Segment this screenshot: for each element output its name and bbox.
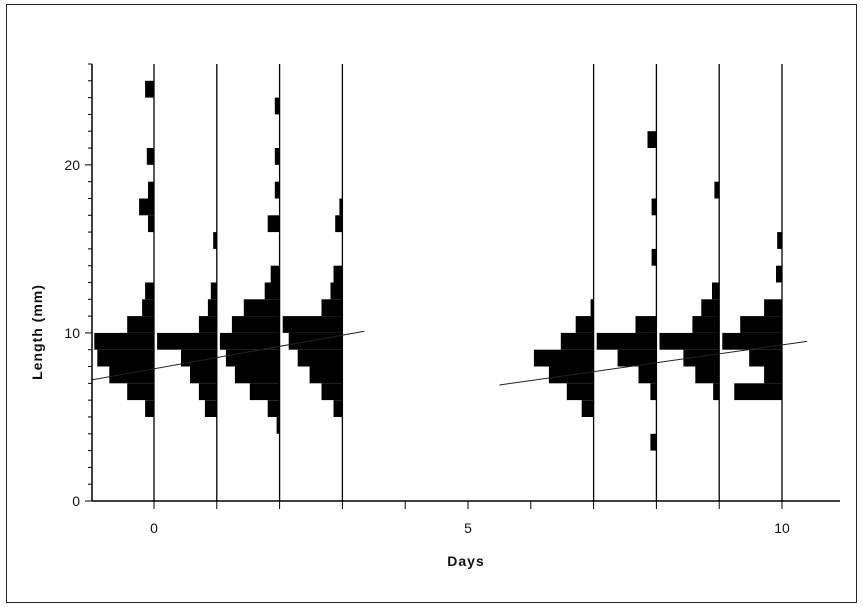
histogram-bar-day0: [97, 349, 154, 367]
histogram-bar-day8: [635, 316, 657, 333]
histogram-bar-day7: [533, 349, 594, 367]
histogram-bar-day2: [276, 417, 280, 434]
histogram-bar-day2: [267, 400, 280, 417]
x-tick-label: 10: [774, 520, 790, 536]
histogram-bar-day2: [274, 97, 280, 115]
histogram-bar-day2: [267, 215, 280, 233]
histogram-bar-day10: [749, 349, 782, 367]
histogram-bar-day8: [650, 383, 657, 401]
histogram-bar-day3: [288, 332, 343, 350]
histogram-bar-day0: [139, 198, 154, 216]
histogram-bar-day9: [692, 316, 720, 333]
histogram-bar-day2: [219, 332, 280, 350]
y-tick-label: 20: [64, 157, 80, 173]
histogram-bar-day10: [764, 366, 782, 384]
histogram-bar-day9: [714, 181, 720, 199]
histogram-bar-day9: [695, 366, 720, 384]
histogram-bar-day0: [146, 148, 154, 165]
histogram-bar-day9: [713, 383, 720, 401]
histogram-bar-day3: [339, 198, 343, 216]
histogram-bar-day0: [148, 215, 154, 233]
histogram-bar-day3: [333, 265, 343, 283]
trend-line-2: [499, 340, 808, 386]
histogram-bar-day8: [617, 349, 657, 367]
histogram-bar-day2: [249, 383, 280, 401]
histogram-bar-day8: [651, 198, 657, 216]
histogram-bar-day7: [575, 316, 594, 333]
histogram-bar-day1: [198, 316, 217, 333]
histogram-bar-day3: [321, 383, 343, 401]
histogram-bar-day8: [638, 366, 657, 384]
trend-line-1: [91, 330, 365, 381]
histogram-bar-day0: [109, 366, 154, 384]
histogram-bar-day2: [274, 181, 280, 199]
histogram-bar-day3: [333, 400, 343, 417]
histogram-bar-day7: [560, 332, 594, 350]
histogram-bar-day1: [207, 299, 217, 317]
figure-frame: [6, 4, 857, 603]
histogram-bar-day9: [701, 299, 720, 317]
histogram-bar-day2: [274, 148, 280, 165]
histogram-bar-day3: [321, 299, 343, 317]
histogram-bar-day8: [651, 248, 657, 266]
histogram-bar-day1: [157, 332, 217, 350]
x-axis-label: Days: [447, 553, 484, 569]
histogram-bar-day1: [198, 383, 217, 401]
histogram-bar-day0: [142, 299, 154, 317]
histogram-bar-day9: [683, 349, 720, 367]
histogram-bar-day7: [590, 299, 594, 317]
histogram-bar-day0: [127, 316, 154, 333]
histogram-bar-day10: [764, 299, 782, 317]
histogram-bar-day10: [734, 383, 782, 401]
histogram-bar-day3: [330, 282, 343, 300]
histogram-bar-day3: [335, 215, 343, 233]
y-tick-label: 0: [72, 493, 80, 509]
histogram-bar-day8: [596, 332, 657, 350]
histogram-bar-day0: [94, 332, 154, 350]
histogram-bar-day1: [204, 400, 217, 417]
x-tick-label: 0: [150, 520, 158, 536]
histogram-bar-day7: [566, 383, 594, 401]
histogram-bar-day0: [127, 383, 154, 401]
histogram-bar-day9: [712, 282, 720, 300]
histogram-bar-day10: [740, 316, 782, 333]
histogram-bar-day1: [190, 366, 217, 384]
histogram-bar-day2: [231, 316, 280, 333]
histogram-bar-day2: [270, 265, 280, 283]
x-tick-label: 5: [464, 520, 472, 536]
histogram-bar-day1: [210, 282, 217, 300]
histogram-bar-day10: [776, 265, 782, 283]
axes-group: 0 10 20 0 5 10: [64, 63, 840, 536]
histogram-bar-day1: [213, 232, 217, 249]
day-baseline-group: [153, 64, 783, 501]
histogram-bar-day3: [309, 366, 343, 384]
y-axis-label: Length (mm): [29, 284, 45, 380]
histogram-bar-day0: [145, 80, 154, 98]
histogram-bar-day8: [650, 433, 657, 451]
histogram-bar-day3: [282, 316, 343, 333]
trend-lines-group: [91, 330, 808, 386]
histogram-bar-day9: [659, 332, 720, 350]
y-tick-label: 10: [64, 325, 80, 341]
histogram-bar-day0: [148, 181, 154, 199]
histogram-bar-day10: [722, 332, 782, 350]
histogram-bar-day0: [145, 400, 154, 417]
histogram-bar-day0: [145, 282, 154, 300]
histogram-bar-day8: [647, 131, 657, 148]
histogram-bar-day2: [234, 366, 280, 384]
histogram-bars-group: [94, 80, 782, 451]
histogram-bar-day7: [581, 400, 594, 417]
histogram-bar-day2: [225, 349, 280, 367]
histogram-bar-day2: [264, 282, 280, 300]
histogram-bar-day2: [243, 299, 280, 317]
histogram-bar-day10: [777, 232, 782, 249]
histogram-bar-day3: [297, 349, 343, 367]
